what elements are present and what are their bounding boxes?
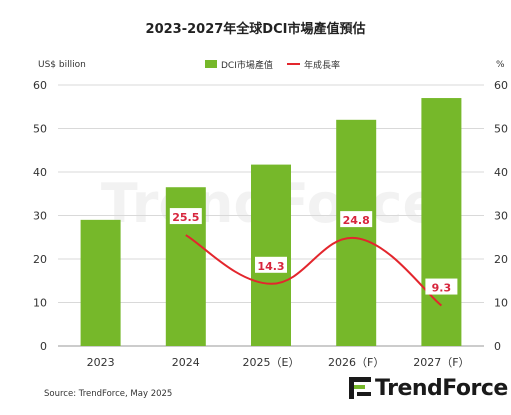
legend-label-bar: DCI市場產值 <box>221 59 273 71</box>
y-axis-left-label: US$ billion <box>38 60 86 70</box>
y-tick-left: 0 <box>40 340 47 353</box>
y-tick-left: 20 <box>33 253 47 266</box>
data-label-bg <box>340 211 373 228</box>
legend-label-line: 年成長率 <box>304 59 340 71</box>
y-tick-right: 10 <box>494 297 508 310</box>
y-tick-left: 10 <box>33 297 47 310</box>
growth-line <box>185 234 443 307</box>
data-label: 25.5 <box>172 211 199 224</box>
bar <box>421 98 462 346</box>
y-tick-left: 30 <box>33 210 47 223</box>
data-label-bg <box>169 208 202 225</box>
y-axis-right-label: % <box>496 60 505 70</box>
data-label: 9.3 <box>432 282 452 295</box>
logo-text: TrendForce <box>375 375 508 401</box>
y-tick-left: 40 <box>33 166 47 179</box>
y-tick-right: 0 <box>494 340 501 353</box>
source-note: Source: TrendForce, May 2025 <box>44 389 173 399</box>
x-tick: 2025（E） <box>243 356 300 369</box>
bar <box>80 219 121 346</box>
y-tick-right: 20 <box>494 253 508 266</box>
x-tick: 2027（F） <box>413 356 469 369</box>
trendforce-logo: TrendForce <box>349 375 508 401</box>
y-tick-right: 50 <box>494 123 508 136</box>
data-label: 14.3 <box>257 260 284 273</box>
legend-swatch-bar <box>205 60 217 68</box>
ticks: 0 0 10 10 20 20 30 30 40 40 50 50 60 60 2023 2024 2025（E… <box>33 79 508 369</box>
x-tick: 2024 <box>172 356 200 369</box>
x-tick: 2026（F） <box>328 356 384 369</box>
y-tick-right: 40 <box>494 166 508 179</box>
data-labels: 25.5 14.3 24.8 9.3 <box>169 208 458 295</box>
y-tick-right: 60 <box>494 79 508 92</box>
legend: DCI市場產值 年成長率 <box>205 59 340 71</box>
y-tick-left: 50 <box>33 123 47 136</box>
data-label-bg <box>425 278 458 295</box>
y-tick-left: 60 <box>33 79 47 92</box>
bar <box>251 164 291 346</box>
x-tick: 2023 <box>87 356 115 369</box>
y-tick-right: 30 <box>494 210 508 223</box>
growth-line-path <box>185 234 443 307</box>
data-label-bg <box>255 256 287 273</box>
chart-title: 2023-2027年全球DCI市場產值預估 <box>145 22 366 37</box>
data-label: 24.8 <box>343 214 370 227</box>
logo-icon <box>349 377 371 399</box>
bar <box>336 119 377 346</box>
